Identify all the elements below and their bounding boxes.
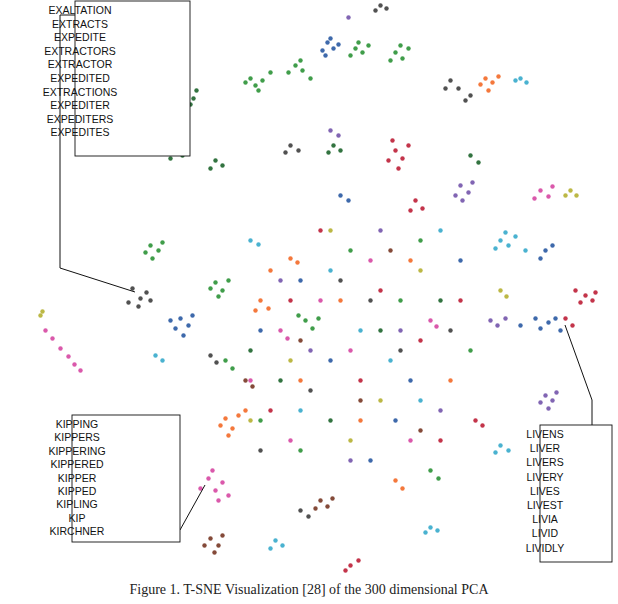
svg-text:KIP: KIP <box>69 512 86 524</box>
svg-text:KIPPERING: KIPPERING <box>48 445 105 457</box>
svg-text:EXTRACTIONS: EXTRACTIONS <box>43 86 118 98</box>
svg-text:KIPPING: KIPPING <box>56 418 99 430</box>
svg-text:LIVERS: LIVERS <box>526 456 563 468</box>
svg-text:KIPPERS: KIPPERS <box>54 431 100 443</box>
svg-text:LIVEST: LIVEST <box>527 499 564 511</box>
svg-text:EXPEDITER: EXPEDITER <box>50 99 110 111</box>
svg-text:LIVENS: LIVENS <box>526 428 563 440</box>
svg-text:EXPEDITE: EXPEDITE <box>54 31 106 43</box>
svg-text:KIPPERED: KIPPERED <box>50 458 104 470</box>
svg-text:LIVIDLY: LIVIDLY <box>526 542 564 554</box>
svg-text:KIPLING: KIPLING <box>56 498 97 510</box>
svg-text:LIVIA: LIVIA <box>532 513 558 525</box>
svg-text:KIPPER: KIPPER <box>58 472 97 484</box>
svg-text:EXPEDITED: EXPEDITED <box>50 72 110 84</box>
svg-text:EXTRACTOR: EXTRACTOR <box>48 58 113 70</box>
svg-text:EXTRACTORS: EXTRACTORS <box>44 45 116 57</box>
svg-text:LIVES: LIVES <box>530 485 560 497</box>
svg-text:EXTRACTS: EXTRACTS <box>52 18 108 30</box>
html-text:Figure 1. T-SNE Visualization: Figure 1. T-SNE Visualization [28] of th… <box>129 582 489 597</box>
svg-text:EXPEDITERS: EXPEDITERS <box>47 113 114 125</box>
svg-text:EXPEDITES: EXPEDITES <box>51 126 110 138</box>
svg-text:LIVERY: LIVERY <box>526 471 563 483</box>
svg-text:LIVER: LIVER <box>530 442 561 454</box>
svg-text:KIRCHNER: KIRCHNER <box>50 525 105 537</box>
svg-text:KIPPED: KIPPED <box>58 485 97 497</box>
svg-text:EXALTATION: EXALTATION <box>48 4 111 16</box>
svg-text:LIVID: LIVID <box>532 527 559 539</box>
